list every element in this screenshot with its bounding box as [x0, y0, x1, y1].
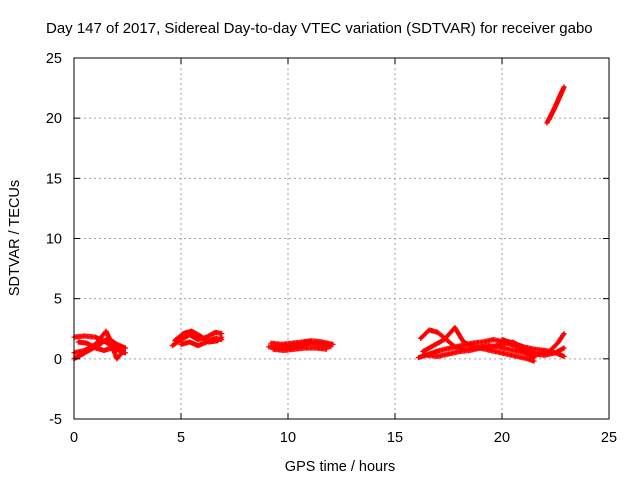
satellite-track-points [270, 345, 330, 353]
y-axis-label: SDTVAR / TECUs [7, 180, 23, 296]
x-tick-label: 5 [177, 430, 185, 446]
x-tick-label: 10 [280, 430, 296, 446]
satellite-track-points [546, 89, 565, 122]
y-tick-label: -5 [49, 412, 62, 428]
axis-ticks [73, 57, 610, 420]
y-tick-label: 15 [46, 171, 62, 187]
x-tick-label: 0 [70, 430, 78, 446]
y-tick-label: 0 [54, 352, 62, 368]
y-tick-label: 5 [54, 292, 62, 308]
x-tick-label: 15 [387, 430, 403, 446]
y-tick-label: 20 [46, 111, 62, 127]
satellite-track-points [268, 338, 336, 347]
y-tick-label: 25 [46, 51, 62, 67]
x-tick-label: 20 [494, 430, 510, 446]
x-tick-label: 25 [601, 430, 617, 446]
satellite-track-points [178, 335, 225, 349]
y-axis-tick-labels: -5 0 5 10 15 20 25 [46, 51, 62, 428]
chart-title: Day 147 of 2017, Sidereal Day-to-day VTE… [46, 20, 593, 37]
sdtvar-series [71, 84, 567, 364]
x-axis-label: GPS time / hours [285, 459, 395, 475]
y-tick-label: 10 [46, 232, 62, 248]
satellite-track-points [499, 337, 567, 359]
x-axis-tick-labels: 0 5 10 15 20 25 [70, 430, 617, 446]
satellite-track-points [75, 339, 124, 353]
